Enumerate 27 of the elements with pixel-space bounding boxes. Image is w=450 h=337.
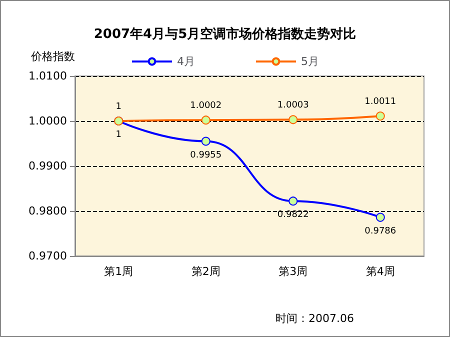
y-tick-label: 0.9900 (28, 160, 67, 172)
data-label: 0.9786 (364, 226, 396, 236)
data-label: 1 (116, 102, 122, 112)
data-label: 1.0003 (277, 100, 309, 111)
point (288, 115, 298, 124)
point (376, 112, 385, 121)
data-label: 0.9955 (190, 150, 222, 160)
y-tick-label: 1.0100 (28, 70, 67, 82)
y-tick-label: 0.9800 (28, 204, 67, 218)
y-axis-title: 价格指数 (30, 50, 75, 63)
data-label: 1.0011 (364, 97, 396, 108)
legend-label: 4月 (177, 55, 195, 68)
x-tick-label: 第4周 (366, 265, 395, 278)
point (376, 212, 385, 222)
chart-title: 2007年4月与5月空调市场价格指数走势对比 (94, 26, 356, 42)
x-tick-label: 第2周 (191, 265, 220, 278)
text: 时间：2007.06 (276, 312, 354, 325)
x-tick-label: 第1周 (104, 265, 134, 278)
point (201, 116, 210, 125)
data-label: 1.0002 (190, 101, 222, 112)
data-label: 1 (116, 130, 122, 140)
legend-label: 5月 (301, 55, 319, 68)
point (288, 196, 298, 206)
y-tick-label: 0.9700 (28, 250, 67, 262)
x-tick-label: 第3周 (278, 265, 308, 278)
point (201, 136, 210, 146)
y-tick-label: 1.0000 (28, 114, 67, 128)
